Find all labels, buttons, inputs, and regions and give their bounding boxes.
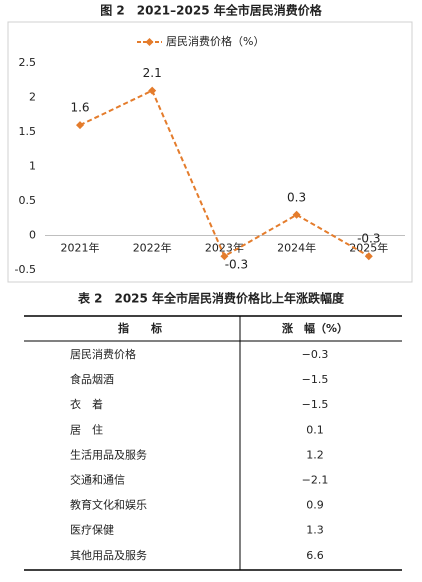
data-label: 1.6	[70, 101, 89, 115]
chart-title: 图 2 2021–2025 年全市居民消费价格	[100, 3, 323, 18]
data-label: 0.3	[287, 190, 306, 204]
y-tick-label: 0	[29, 229, 36, 242]
legend-label: 居民消费价格（%）	[166, 34, 264, 48]
x-tick-label: 2023年	[205, 241, 244, 255]
x-tick-label: 2021年	[61, 241, 100, 255]
x-tick-label: 2022年	[133, 241, 172, 255]
table-row-value: −0.3	[302, 348, 329, 361]
table-row-label: 生活用品及服务	[70, 447, 147, 461]
table-row-label: 教育文化和娱乐	[70, 498, 147, 512]
table-row-value: 6.6	[306, 549, 324, 562]
table-row-value: 0.9	[306, 499, 324, 512]
table-row-value: 1.3	[306, 524, 324, 537]
y-tick-label: 1.5	[19, 125, 37, 138]
table-row-label: 其他用品及服务	[70, 549, 147, 562]
table-row-label: 居 住	[70, 422, 103, 436]
table-row-label: 交通和通信	[70, 473, 125, 487]
data-label: -0.3	[225, 258, 248, 272]
data-label: -0.3	[357, 232, 380, 246]
data-line	[79, 89, 370, 258]
table-row-value: −1.5	[302, 373, 329, 386]
data-point	[292, 210, 301, 219]
table-title: 表 2 2025 年全市居民消费价格比上年涨跌幅度	[77, 291, 345, 306]
table-row-label: 医疗保健	[70, 523, 114, 537]
data-label: 2.1	[143, 66, 162, 80]
x-tick-label: 2024年	[277, 241, 316, 255]
legend-marker	[145, 38, 154, 46]
table-row-value: −2.1	[302, 474, 329, 487]
data-point	[76, 121, 84, 130]
y-tick-label: 1	[29, 160, 36, 173]
table-row-value: 1.2	[306, 448, 324, 461]
table-row-label: 食品烟酒	[70, 372, 114, 386]
table-row-value: 0.1	[306, 423, 324, 436]
data-point	[364, 252, 373, 261]
y-tick-label: 2	[29, 91, 36, 104]
table-row-label: 居民消费价格	[70, 347, 136, 361]
table-row-value: −1.5	[302, 398, 329, 411]
y-tick-label: 0.5	[19, 194, 37, 207]
chart-frame	[7, 21, 413, 283]
y-tick-label: 2.5	[19, 56, 37, 69]
table-row-label: 衣 着	[70, 397, 103, 411]
table-header-cell: 涨 幅（%）	[282, 321, 348, 335]
data-point	[148, 86, 157, 95]
y-tick-label: -0.5	[15, 263, 36, 276]
data-point	[220, 252, 229, 261]
table-header-cell: 指 标	[118, 321, 162, 335]
